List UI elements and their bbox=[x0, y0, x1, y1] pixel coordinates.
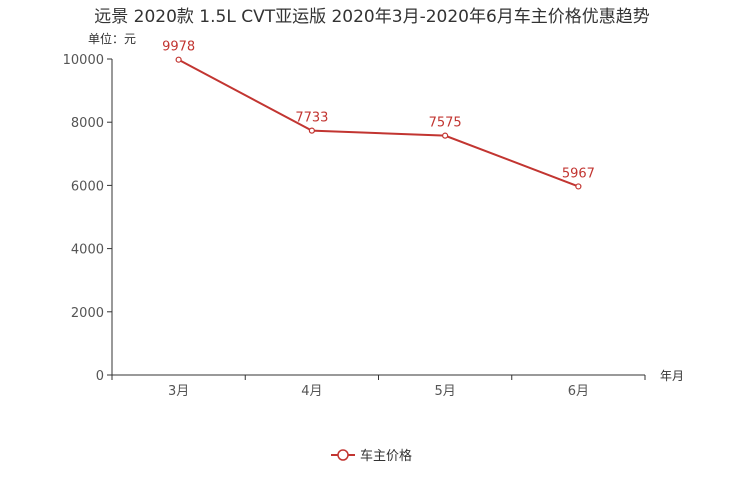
y-tick-label: 2000 bbox=[71, 306, 104, 321]
legend-label: 车主价格 bbox=[360, 448, 412, 464]
y-tick-label: 6000 bbox=[71, 179, 104, 194]
x-tick-label: 4月 bbox=[301, 384, 322, 399]
data-point bbox=[308, 127, 315, 134]
data-label: 7733 bbox=[295, 111, 328, 126]
x-axis-name-label: 年月 bbox=[660, 369, 684, 383]
series-line bbox=[178, 58, 579, 188]
x-tick-label: 5月 bbox=[434, 384, 455, 399]
legend[interactable]: 车主价格 bbox=[331, 448, 412, 464]
data-label: 7575 bbox=[429, 116, 462, 131]
y-axis: 0 2000 4000 6000 8000 10000 bbox=[63, 53, 113, 384]
y-tick-label: 0 bbox=[96, 369, 104, 384]
y-tick-label: 8000 bbox=[71, 116, 104, 131]
x-axis: 3月 4月 5月 6月 bbox=[111, 374, 646, 399]
y-axis-unit-label: 单位：元 bbox=[88, 31, 136, 46]
chart-title: 远景 2020款 1.5L CVT亚运版 2020年3月-2020年6月车主价格… bbox=[94, 7, 650, 27]
data-label: 9978 bbox=[162, 40, 195, 55]
y-tick-label: 10000 bbox=[63, 53, 104, 68]
data-point bbox=[575, 183, 582, 190]
x-tick-label: 6月 bbox=[568, 384, 589, 399]
data-label: 5967 bbox=[562, 166, 595, 181]
x-tick-label: 3月 bbox=[168, 384, 189, 399]
legend-circle-marker bbox=[337, 449, 349, 461]
y-tick-label: 4000 bbox=[71, 243, 104, 258]
series-layer: 9978 7733 7575 5967 bbox=[162, 40, 595, 190]
data-point bbox=[175, 56, 182, 63]
data-point bbox=[442, 132, 449, 139]
